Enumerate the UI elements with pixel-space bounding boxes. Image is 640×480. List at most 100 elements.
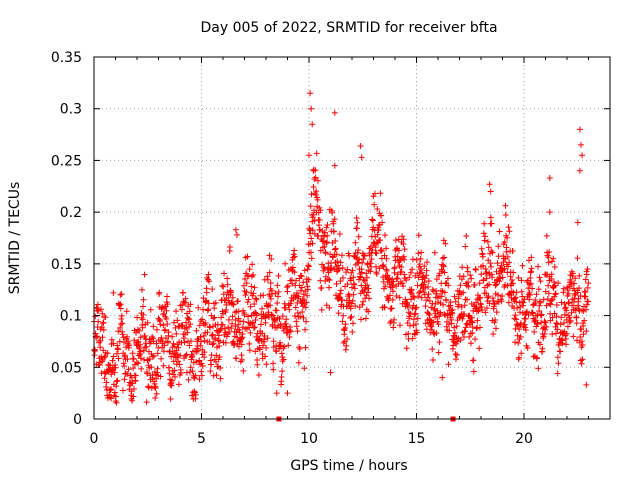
data-point bbox=[235, 315, 242, 322]
data-point bbox=[498, 298, 505, 305]
data-point bbox=[95, 307, 102, 314]
data-point bbox=[261, 333, 268, 340]
data-point bbox=[135, 338, 142, 345]
data-point bbox=[558, 314, 565, 321]
data-point bbox=[305, 276, 312, 283]
data-point bbox=[378, 247, 385, 254]
data-point bbox=[352, 239, 359, 246]
data-point bbox=[109, 357, 116, 364]
y-tick-label: 0.05 bbox=[51, 360, 82, 376]
data-point bbox=[192, 372, 199, 379]
data-point bbox=[267, 279, 274, 286]
data-point bbox=[534, 320, 541, 327]
data-point bbox=[294, 328, 301, 335]
data-point bbox=[157, 321, 164, 328]
data-point bbox=[250, 271, 257, 278]
data-point bbox=[187, 364, 194, 371]
data-point bbox=[396, 294, 403, 301]
data-point bbox=[457, 337, 464, 344]
data-point bbox=[443, 297, 450, 304]
data-point bbox=[438, 293, 445, 300]
data-point bbox=[308, 105, 315, 112]
data-point bbox=[302, 344, 309, 351]
data-point bbox=[231, 341, 238, 348]
data-point bbox=[355, 247, 362, 254]
data-point bbox=[304, 292, 311, 299]
data-point bbox=[289, 264, 296, 271]
data-point bbox=[338, 252, 345, 259]
data-point bbox=[493, 281, 500, 288]
data-point bbox=[563, 330, 570, 337]
data-point bbox=[174, 353, 181, 360]
data-point bbox=[409, 335, 416, 342]
data-point bbox=[270, 366, 277, 373]
data-point bbox=[550, 255, 557, 262]
data-point bbox=[349, 328, 356, 335]
data-point bbox=[350, 280, 357, 287]
data-point bbox=[585, 298, 592, 305]
data-point bbox=[565, 300, 572, 307]
data-point bbox=[391, 264, 398, 271]
data-point bbox=[353, 214, 360, 221]
data-point bbox=[305, 263, 312, 270]
data-point bbox=[223, 301, 230, 308]
data-point bbox=[224, 281, 231, 288]
data-point bbox=[570, 333, 577, 340]
y-axis-label: SRMTID / TECUs bbox=[7, 182, 23, 295]
data-point bbox=[421, 263, 428, 270]
data-point bbox=[306, 230, 313, 237]
data-point bbox=[545, 259, 552, 266]
data-point bbox=[368, 256, 375, 263]
data-point bbox=[187, 301, 194, 308]
data-point bbox=[202, 319, 209, 326]
data-point bbox=[264, 303, 271, 310]
data-point bbox=[137, 341, 144, 348]
data-point bbox=[233, 355, 240, 362]
data-point bbox=[189, 392, 196, 399]
data-point bbox=[319, 237, 326, 244]
data-point bbox=[552, 282, 559, 289]
data-point bbox=[508, 276, 515, 283]
data-point bbox=[431, 249, 438, 256]
data-point bbox=[225, 316, 232, 323]
data-point bbox=[291, 247, 298, 254]
data-point bbox=[371, 201, 378, 208]
data-point bbox=[498, 262, 505, 269]
data-point bbox=[248, 283, 255, 290]
data-point bbox=[217, 365, 224, 372]
data-point bbox=[406, 313, 413, 320]
data-point bbox=[124, 356, 131, 363]
data-point bbox=[352, 302, 359, 309]
data-point bbox=[505, 299, 512, 306]
data-point bbox=[478, 304, 485, 311]
data-point bbox=[278, 350, 285, 357]
data-point bbox=[504, 234, 511, 241]
data-point bbox=[247, 303, 254, 310]
data-point bbox=[425, 283, 432, 290]
data-point bbox=[450, 342, 457, 349]
data-point bbox=[250, 324, 257, 331]
data-point bbox=[299, 308, 306, 315]
data-point bbox=[281, 343, 288, 350]
data-point bbox=[323, 238, 330, 245]
data-point bbox=[433, 276, 440, 283]
data-point bbox=[529, 310, 536, 317]
data-point bbox=[238, 352, 245, 359]
data-point bbox=[299, 296, 306, 303]
data-point bbox=[494, 260, 501, 267]
data-point bbox=[511, 295, 518, 302]
data-point bbox=[493, 309, 500, 316]
data-point bbox=[264, 273, 271, 280]
data-point bbox=[143, 399, 150, 406]
data-point bbox=[184, 314, 191, 321]
data-point bbox=[303, 318, 310, 325]
data-point bbox=[475, 305, 482, 312]
data-point bbox=[229, 313, 236, 320]
data-point bbox=[482, 270, 489, 277]
data-point bbox=[212, 335, 219, 342]
data-point bbox=[169, 333, 176, 340]
data-point bbox=[324, 222, 331, 229]
data-point bbox=[164, 321, 171, 328]
data-point bbox=[152, 383, 159, 390]
data-point bbox=[424, 294, 431, 301]
